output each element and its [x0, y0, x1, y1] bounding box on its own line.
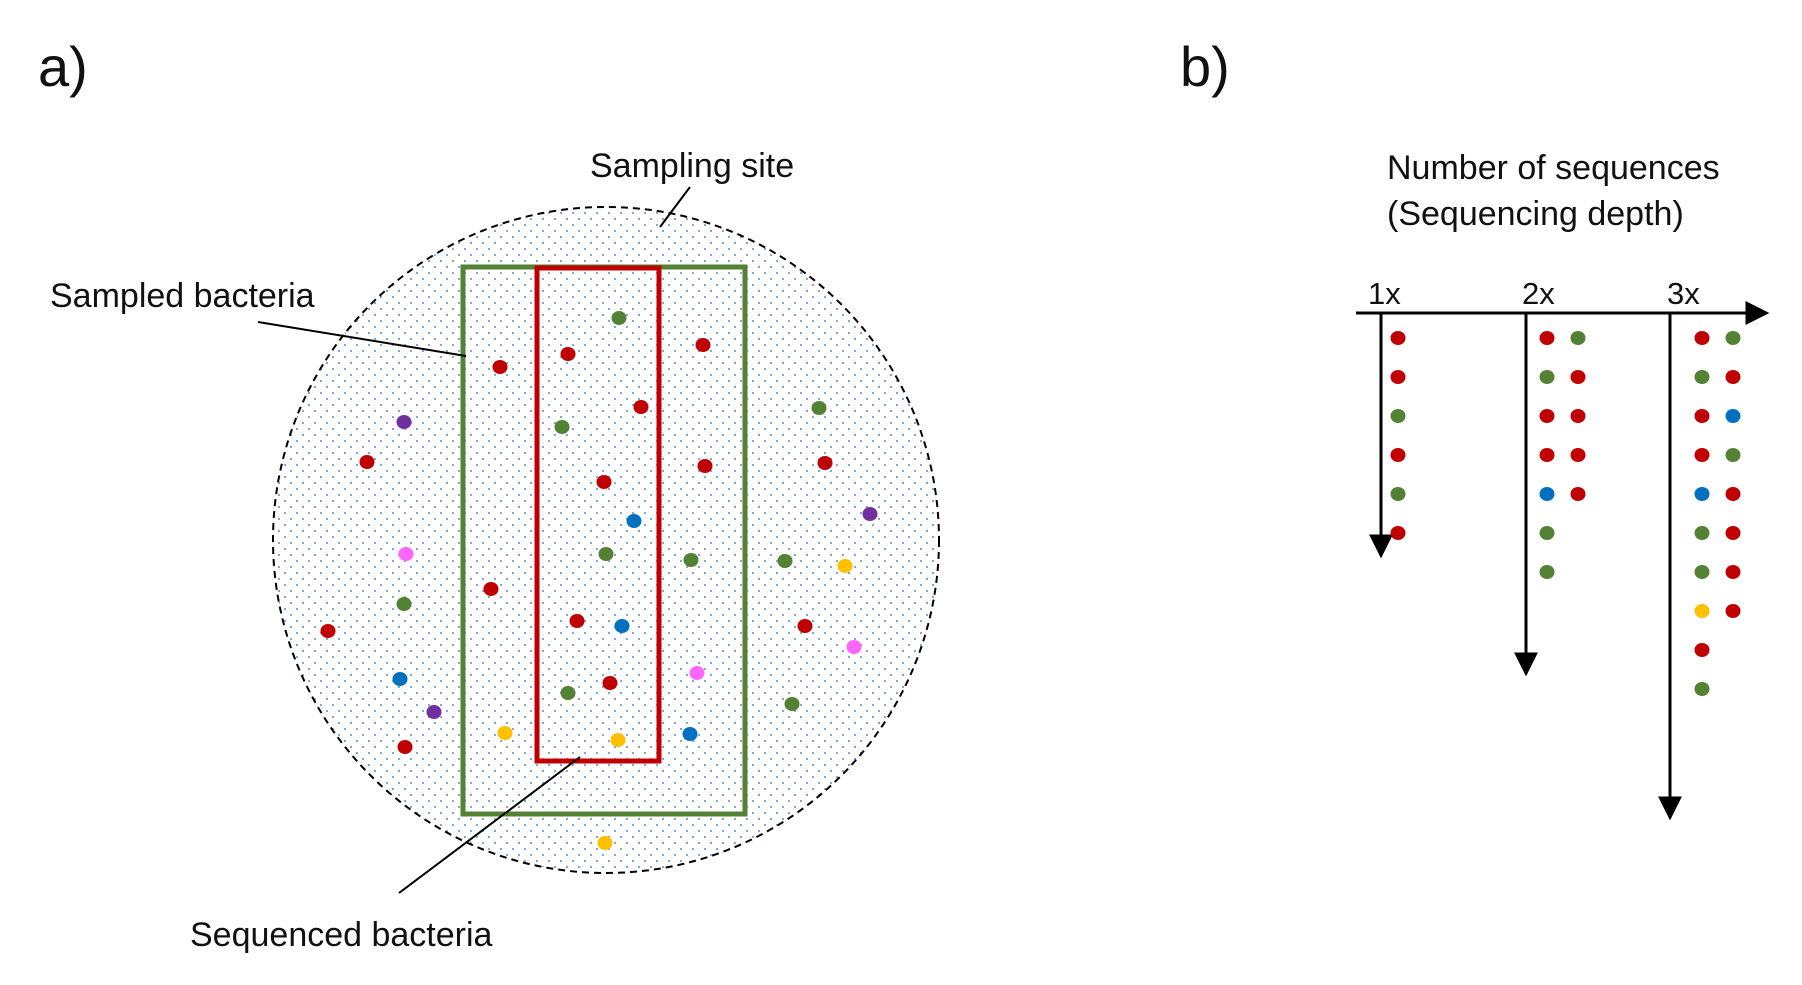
- depth-columns: 1x 2x 3x: [1368, 276, 1741, 821]
- bacterium-purple-13: [862, 507, 878, 521]
- sequence-read-blue: [1539, 487, 1555, 501]
- sequence-read-blue: [1694, 487, 1710, 501]
- bacterium-red-22: [569, 614, 585, 628]
- depth-column-label: 2x: [1522, 276, 1555, 311]
- sequence-read-green: [1725, 331, 1741, 345]
- bacterium-red-11: [817, 456, 833, 470]
- bacterium-blue-23: [614, 619, 630, 633]
- sequence-read-red: [1725, 370, 1741, 384]
- bacterium-green-9: [554, 420, 570, 434]
- sequence-read-red: [1694, 643, 1710, 657]
- sequence-read-red: [1539, 409, 1555, 423]
- depth-column-label: 1x: [1368, 276, 1401, 311]
- sequence-read-red: [1539, 448, 1555, 462]
- bacterium-red-36: [397, 740, 413, 754]
- sequence-read-green: [1539, 565, 1555, 579]
- sequenced-bacteria-leader-line: [398, 756, 581, 894]
- sampled-bacteria-label: Sampled bacteria: [50, 277, 315, 315]
- bacterium-green-20: [396, 597, 412, 611]
- sequence-read-green: [1390, 409, 1406, 423]
- bacterium-green-32: [784, 697, 800, 711]
- sequence-read-blue: [1725, 409, 1741, 423]
- sequence-read-red: [1390, 331, 1406, 345]
- sequence-read-red: [1570, 487, 1586, 501]
- bacterium-green-1: [611, 311, 627, 325]
- sequenced-bacteria-label: Sequenced bacteria: [190, 916, 493, 954]
- sequence-read-red: [1570, 370, 1586, 384]
- bacterium-pink-15: [398, 547, 414, 561]
- bacterium-yellow-33: [497, 726, 513, 740]
- bacterium-pink-26: [846, 640, 862, 654]
- sequence-read-green: [1694, 526, 1710, 540]
- bacterium-blue-35: [682, 727, 698, 741]
- bacterium-green-17: [683, 553, 699, 567]
- bacterium-red-2: [560, 347, 576, 361]
- bacterium-red-3: [695, 338, 711, 352]
- depth-column-1x: 1x: [1368, 276, 1406, 559]
- depth-column-2x: 2x: [1514, 276, 1586, 677]
- sequence-read-red: [1570, 448, 1586, 462]
- sequenced-bacteria-box: [534, 265, 662, 764]
- sequence-read-green: [1725, 448, 1741, 462]
- sequence-read-green: [1539, 526, 1555, 540]
- bacterium-red-10: [697, 459, 713, 473]
- bacterium-yellow-37: [597, 836, 613, 850]
- sequence-read-red: [1725, 604, 1741, 618]
- sequence-read-green: [1694, 370, 1710, 384]
- bacterium-green-18: [777, 554, 793, 568]
- sequence-read-green: [1390, 487, 1406, 501]
- sequence-read-red: [1539, 331, 1555, 345]
- bacterium-red-24: [320, 624, 336, 638]
- sampling-site-leader-line: [659, 186, 691, 228]
- sequence-read-green: [1570, 331, 1586, 345]
- site-bacteria-dots: [320, 311, 878, 850]
- bacterium-green-30: [560, 686, 576, 700]
- sampled-bacteria-leader-line: [257, 321, 467, 357]
- bacterium-green-16: [598, 547, 614, 561]
- sequence-read-red: [1725, 487, 1741, 501]
- sampling-site-label: Sampling site: [590, 147, 794, 185]
- bacterium-green-7: [811, 401, 827, 415]
- sampling-site-circle: [272, 206, 940, 874]
- bacterium-blue-14: [626, 514, 642, 528]
- sequence-read-red: [1694, 448, 1710, 462]
- sequencing-depth-title-line2: (Sequencing depth): [1387, 195, 1684, 233]
- bacterium-yellow-19: [837, 559, 853, 573]
- bacterium-blue-27: [392, 672, 408, 686]
- bacterium-purple-31: [426, 705, 442, 719]
- panel-a: a) Sampling site Sampled bacteria Sequen…: [38, 35, 940, 954]
- bacterium-red-29: [602, 676, 618, 690]
- sequence-read-red: [1694, 331, 1710, 345]
- bacterium-pink-28: [689, 666, 705, 680]
- sequence-read-green: [1694, 682, 1710, 696]
- bacterium-red-12: [596, 475, 612, 489]
- bacterium-yellow-34: [610, 733, 626, 747]
- bacterium-red-21: [483, 582, 499, 596]
- sequence-read-red: [1390, 526, 1406, 540]
- sequence-read-yellow: [1694, 604, 1710, 618]
- sequence-read-red: [1390, 370, 1406, 384]
- depth-column-label: 3x: [1667, 276, 1700, 311]
- panel-b: b) Number of sequences (Sequencing depth…: [1180, 35, 1770, 821]
- bacterium-red-4: [492, 360, 508, 374]
- sequence-read-red: [1725, 526, 1741, 540]
- sequencing-depth-title-line1: Number of sequences: [1387, 149, 1720, 187]
- bacterium-red-25: [797, 619, 813, 633]
- sequence-read-red: [1390, 448, 1406, 462]
- depth-column-3x: 3x: [1658, 276, 1741, 821]
- bacterium-red-8: [359, 455, 375, 469]
- sequence-read-red: [1570, 409, 1586, 423]
- panel-a-label: a): [38, 35, 88, 98]
- sequence-read-green: [1539, 370, 1555, 384]
- panel-b-label: b): [1180, 35, 1230, 98]
- sequence-read-green: [1694, 565, 1710, 579]
- sequence-read-red: [1725, 565, 1741, 579]
- bacterium-purple-6: [396, 415, 412, 429]
- bacterium-red-5: [633, 400, 649, 414]
- sequence-read-red: [1694, 409, 1710, 423]
